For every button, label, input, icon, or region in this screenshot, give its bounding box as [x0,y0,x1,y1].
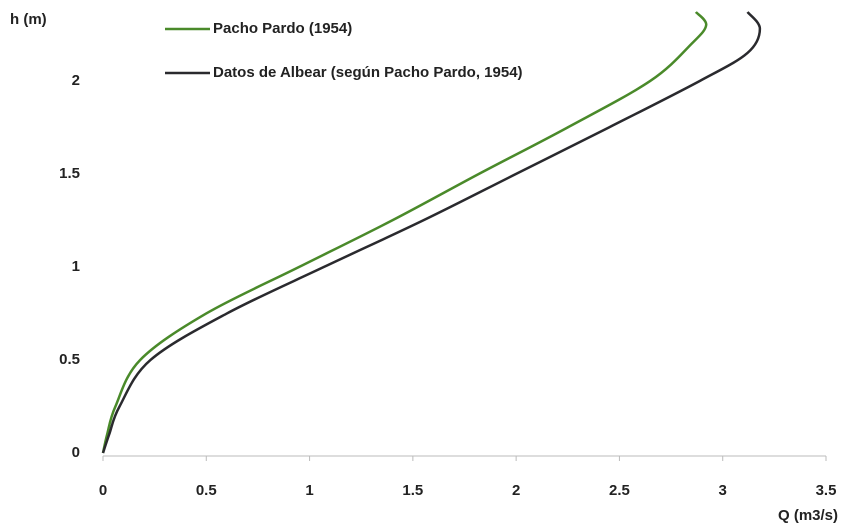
y-tick-label: 0 [72,444,80,461]
y-tick-label: 0.5 [59,351,80,368]
x-axis-title: Q (m3/s) [778,507,838,524]
y-tick-label: 1.5 [59,165,80,182]
x-tick-label: 0 [99,482,107,499]
data-line [101,11,708,454]
x-tick-label: 2.5 [609,482,630,499]
y-tick-label: 2 [72,72,80,89]
x-tick-label: 3 [719,482,727,499]
data-line [101,11,762,454]
legend-label: Datos de Albear (según Pacho Pardo, 1954… [213,64,523,81]
x-tick-label: 0.5 [196,482,217,499]
legend-label: Pacho Pardo (1954) [213,20,352,37]
x-tick-label: 2 [512,482,520,499]
y-axis-title: h (m) [10,11,47,28]
x-tick-label: 1.5 [402,482,423,499]
x-tick-label: 3.5 [816,482,837,499]
x-tick-label: 1 [305,482,313,499]
y-tick-label: 1 [72,258,80,275]
